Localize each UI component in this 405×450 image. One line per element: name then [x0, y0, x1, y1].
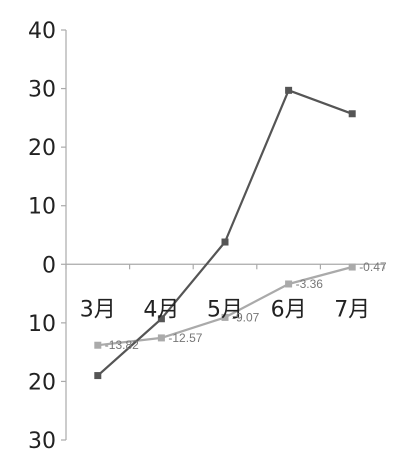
data-label: -3.36 [296, 277, 324, 291]
x-category-label: 5月 [207, 297, 243, 322]
data-point-marker [285, 86, 293, 94]
data-point-marker [348, 110, 356, 118]
y-tick-label: 30 [28, 429, 56, 450]
data-label: -9.07 [232, 310, 260, 324]
y-tick-label: 10 [28, 195, 56, 220]
data-point-marker [221, 238, 229, 246]
data-label: -12.57 [168, 331, 202, 345]
series-line [97, 89, 353, 377]
x-category-label: 3月 [80, 297, 116, 322]
x-category-label: 4月 [143, 297, 179, 322]
data-point-marker [285, 280, 293, 288]
x-category-label: 7月 [334, 297, 370, 322]
y-tick-label: 40 [28, 19, 56, 44]
y-tick-label: 20 [28, 136, 56, 161]
data-point-marker [157, 315, 165, 323]
x-category-label: 6月 [271, 297, 307, 322]
data-point-marker [348, 263, 356, 271]
data-point-marker [157, 334, 165, 342]
series-group [94, 86, 356, 380]
y-tick-label: 20 [28, 370, 56, 395]
y-tick-label: 0 [42, 253, 56, 278]
data-point-marker [94, 341, 102, 349]
labels-group: 40 30 20 10 0 10 20 30 3月 4月 5月 6月 7月 -13.82 -12.57 -9.… [28, 19, 387, 450]
axes-group [61, 29, 385, 441]
data-label: -13.82 [105, 338, 139, 352]
y-tick-label: 10 [28, 312, 56, 337]
data-point-marker [221, 313, 229, 321]
data-point-marker [94, 372, 102, 380]
y-tick-label: 30 [28, 78, 56, 103]
data-label: -0.47 [359, 260, 387, 274]
